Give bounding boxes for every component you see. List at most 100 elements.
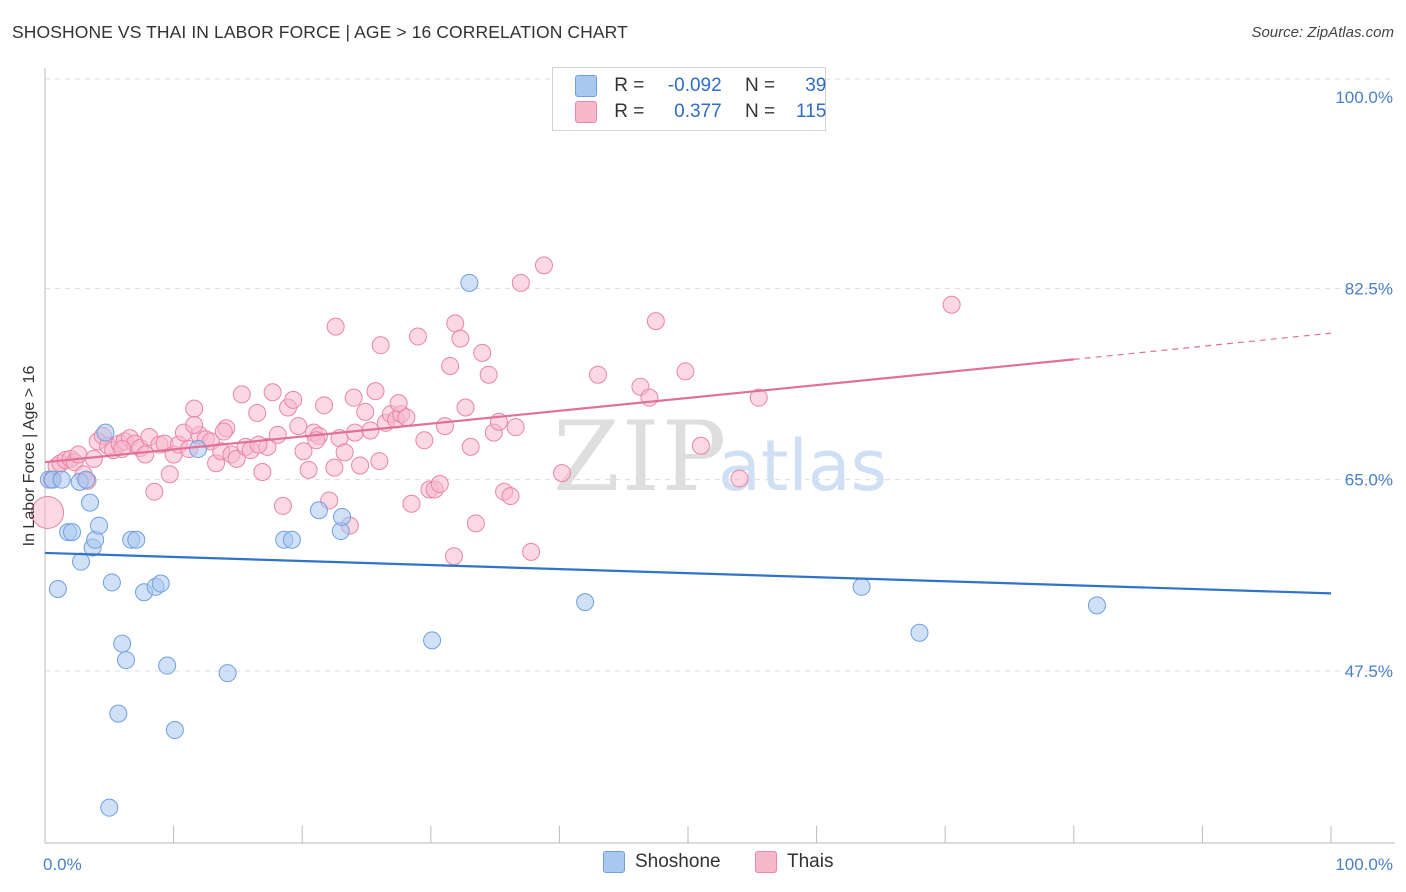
thai-trend-line-extension [1073, 332, 1332, 360]
thai-point [370, 452, 389, 471]
thai-point [289, 417, 308, 436]
shoshone-point [852, 577, 871, 596]
thai-point [749, 388, 768, 407]
thai-point [441, 356, 460, 375]
thai-points [31, 256, 961, 566]
legend-r-label: R = [614, 75, 645, 96]
thai-point [415, 431, 434, 450]
shoshone-point [48, 580, 67, 598]
shoshone-point [96, 423, 115, 442]
thai-point [335, 443, 354, 462]
thai-point [299, 460, 318, 479]
legend-swatch-shoshone [575, 75, 597, 97]
thai-point [389, 394, 408, 413]
legend-r-value: -0.092 [667, 75, 722, 96]
thai-point [326, 317, 345, 336]
thai-point [479, 365, 498, 384]
shoshone-point [423, 631, 442, 650]
thai-point [366, 382, 385, 401]
thai-point [249, 435, 268, 454]
thai-point [691, 436, 710, 455]
shoshone-point [189, 440, 208, 459]
correlation-legend: R = -0.092 N = 39 R = 0.377 N = 115 [552, 67, 826, 131]
watermark-atlas: atlas [718, 425, 887, 507]
shoshone-point [109, 704, 128, 723]
thai-point [185, 399, 204, 418]
y-tick-label: 47.5% [1345, 662, 1393, 681]
shoshone-point [1087, 596, 1106, 615]
legend-n-value: 115 [796, 101, 827, 122]
thai-point [942, 295, 961, 314]
thai-point [31, 495, 65, 529]
thai-point [506, 418, 525, 437]
thai-point [676, 362, 695, 381]
bottom-legend-shoshone[interactable]: Shoshone [603, 851, 721, 873]
y-tick-labels: 47.5% 65.0% 82.5% 100.0% [1335, 88, 1393, 681]
bottom-legend-label-thais: Thais [787, 851, 834, 872]
thai-point [145, 482, 164, 501]
y-tick-label: 82.5% [1345, 279, 1393, 298]
shoshone-point [127, 530, 146, 549]
legend-n-value: 39 [805, 75, 827, 96]
legend-n-label: N = [744, 75, 776, 96]
thai-point [522, 542, 541, 561]
thai-point [232, 385, 251, 404]
thai-point [402, 494, 421, 513]
shoshone-point [117, 651, 136, 670]
thai-point [646, 312, 665, 331]
shoshone-point [102, 573, 121, 592]
shoshone-point [282, 530, 301, 549]
thai-point [344, 388, 363, 407]
thai-point [315, 396, 334, 415]
thai-point [294, 442, 313, 461]
thai-point [214, 422, 233, 441]
y-axis-title: In Labor Force | Age > 16 [21, 366, 38, 547]
thai-point [466, 514, 485, 533]
shoshone-point [63, 523, 82, 542]
thai-point [451, 329, 470, 348]
axes [44, 68, 1395, 844]
shoshone-point [52, 470, 71, 489]
bottom-legend-thais[interactable]: Thais [755, 851, 833, 873]
x-tick-label-min: 0.0% [43, 855, 82, 874]
shoshone-point [113, 634, 132, 653]
thai-point [430, 475, 449, 494]
thai-point [640, 388, 659, 407]
thai-point [248, 403, 267, 422]
thai-point [461, 437, 480, 456]
thai-point [325, 458, 344, 477]
thai-trend-line [44, 358, 1074, 464]
thai-point [263, 383, 282, 402]
thai-point [456, 398, 475, 417]
bottom-legend-label-shoshone: Shoshone [635, 851, 721, 872]
thai-point [435, 417, 454, 436]
thai-point [511, 273, 530, 292]
shoshone-point [72, 552, 91, 571]
grid-lines [45, 78, 1395, 672]
thai-point [185, 416, 204, 434]
shoshone-point [218, 664, 237, 683]
legend-r-value: 0.377 [674, 101, 722, 122]
shoshone-point [81, 493, 100, 512]
shoshone-point [333, 507, 352, 526]
thai-point [351, 456, 370, 475]
thai-point [253, 463, 272, 482]
thai-point [273, 496, 292, 515]
y-tick-label: 65.0% [1345, 471, 1393, 490]
legend-n-label: N = [744, 101, 776, 122]
thai-point [446, 314, 465, 333]
shoshone-point [77, 470, 96, 489]
chart-title: SHOSHONE VS THAI IN LABOR FORCE | AGE > … [12, 22, 628, 42]
legend-row-thais: R = 0.377 N = 115 [575, 101, 826, 125]
thai-point [473, 343, 492, 362]
shoshone-trend-line [44, 551, 1332, 595]
shoshone-point [165, 721, 184, 740]
thai-point [227, 449, 246, 468]
shoshone-point [576, 593, 595, 612]
shoshone-point [309, 501, 328, 520]
shoshone-point [151, 574, 170, 593]
watermark: ZIP atlas [553, 401, 887, 513]
x-tick-labels: 0.0% 100.0% [43, 855, 1393, 874]
thai-point [408, 327, 427, 346]
